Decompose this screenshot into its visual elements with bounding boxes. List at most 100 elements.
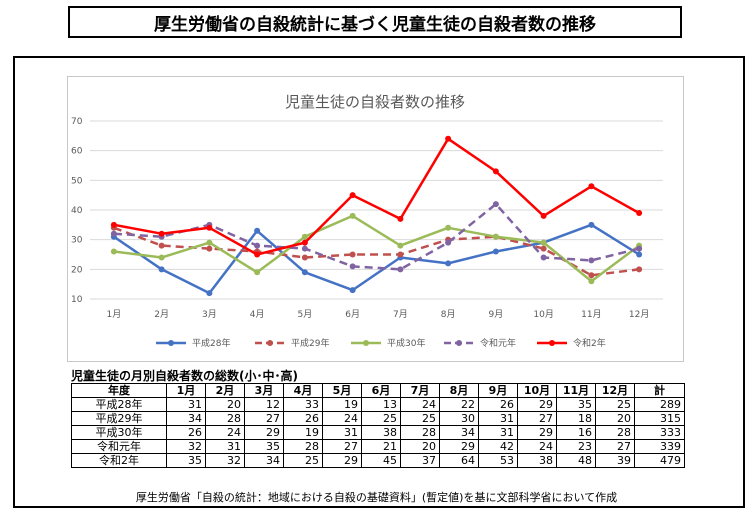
- data-point-0: [301, 269, 308, 276]
- table-cell: 21: [361, 439, 401, 454]
- table-cell: 35: [556, 397, 596, 412]
- legend-marker-0: [168, 340, 174, 346]
- table-cell: 27: [595, 439, 635, 454]
- x-tick-label: 11月: [581, 309, 601, 320]
- series-line-0: [113, 223, 640, 295]
- table-header-11: 11月: [556, 383, 596, 398]
- table-cell: 19: [283, 425, 323, 440]
- row-label: 平成30年: [71, 425, 167, 440]
- chart-area: 児童生徒の自殺者数の推移 10 20 30 40 50 60 70 1月 2月 3月 4月 5月 6月 7月…: [67, 76, 684, 362]
- table-cell: 315: [634, 411, 685, 426]
- table-cell: 26: [478, 397, 518, 412]
- table-header-10: 10月: [517, 383, 557, 398]
- table-cell: 28: [595, 425, 635, 440]
- table-cell: 16: [556, 425, 596, 440]
- table-cell: 24: [517, 439, 557, 454]
- data-point-1: [636, 266, 643, 273]
- x-tick-label: 7月: [393, 309, 408, 320]
- data-point-1: [206, 245, 213, 252]
- table-header-6: 6月: [361, 383, 401, 398]
- page-title: 厚生労働省の自殺統計に基づく児童生徒の自殺者数の推移: [68, 6, 682, 38]
- table-cell: 34: [166, 411, 206, 426]
- table-cell: 34: [439, 425, 479, 440]
- table-header-7: 7月: [400, 383, 440, 398]
- table-cell: 37: [400, 453, 440, 468]
- legend-label-1: 平成29年: [291, 337, 329, 349]
- data-point-4: [445, 135, 452, 142]
- data-point-3: [349, 263, 356, 270]
- table-row: 令和元年 32 31 35 28 27 21 20 29 42 24 23 27 339: [71, 439, 685, 454]
- table-caption: 児童生徒の月別自殺者数の総数(小･中･高): [71, 369, 298, 383]
- table-cell: 27: [244, 411, 284, 426]
- x-tick-label: 4月: [250, 309, 265, 320]
- x-tick-label: 9月: [489, 309, 504, 320]
- y-tick-label: 70: [71, 117, 83, 127]
- data-point-1: [540, 245, 547, 252]
- table-cell: 31: [478, 425, 518, 440]
- data-point-3: [636, 245, 643, 252]
- data-point-3: [110, 230, 117, 237]
- table-row: 平成30年 26 24 29 19 31 38 28 34 31 29 16 28 333: [71, 425, 685, 440]
- data-point-1: [349, 251, 356, 258]
- x-tick-label: 8月: [441, 309, 456, 320]
- table-cell: 45: [361, 453, 401, 468]
- x-tick-label: 1月: [107, 309, 122, 320]
- table-cell: 25: [283, 453, 323, 468]
- legend-label-2: 平成30年: [387, 337, 425, 349]
- data-point-3: [301, 245, 308, 252]
- legend-marker-1: [267, 340, 273, 346]
- x-tick-label: 3月: [202, 309, 217, 320]
- legend-marker-3: [456, 340, 462, 346]
- table-header-13: 計: [634, 383, 685, 398]
- x-tick-label: 10月: [533, 309, 553, 320]
- data-point-4: [158, 230, 165, 237]
- data-point-0: [588, 221, 595, 228]
- data-point-2: [492, 233, 499, 240]
- table-cell: 29: [244, 425, 284, 440]
- table-cell: 29: [322, 453, 362, 468]
- row-label: 平成28年: [71, 397, 167, 412]
- table-cell: 31: [166, 397, 206, 412]
- table-cell: 289: [634, 397, 685, 412]
- table-cell: 38: [361, 425, 401, 440]
- data-point-4: [254, 251, 261, 258]
- table-cell: 35: [244, 439, 284, 454]
- table-cell: 24: [400, 397, 440, 412]
- table-header-0: 年度: [71, 383, 167, 398]
- x-tick-label: 12月: [629, 309, 649, 320]
- table-header-1: 1月: [166, 383, 206, 398]
- table-cell: 28: [205, 411, 245, 426]
- table-cell: 53: [478, 453, 518, 468]
- data-point-1: [588, 272, 595, 279]
- data-point-0: [492, 248, 499, 255]
- legend-label-3: 令和元年: [480, 337, 516, 349]
- data-point-2: [110, 248, 117, 255]
- data-point-1: [397, 251, 404, 258]
- table-cell: 24: [205, 425, 245, 440]
- table-header-9: 9月: [478, 383, 518, 398]
- data-point-4: [588, 183, 595, 190]
- table-cell: 24: [322, 411, 362, 426]
- y-tick-label: 60: [71, 147, 83, 157]
- data-point-4: [397, 215, 404, 222]
- table-cell: 25: [595, 397, 635, 412]
- data-point-3: [445, 239, 452, 246]
- data-point-1: [158, 242, 165, 249]
- line-chart: 児童生徒の自殺者数の推移 10 20 30 40 50 60 70 1月 2月 3月 4月 5月 6月 7月…: [71, 93, 663, 349]
- x-tick-label: 2月: [154, 309, 169, 320]
- table-cell: 12: [244, 397, 284, 412]
- table-header-5: 5月: [322, 383, 362, 398]
- table-cell: 18: [556, 411, 596, 426]
- table-row: 平成29年 34 28 27 26 24 25 25 30 31 27 18 20 315: [71, 411, 685, 426]
- data-point-0: [254, 227, 261, 234]
- table-cell: 31: [322, 425, 362, 440]
- y-tick-label: 30: [71, 236, 83, 246]
- data-point-4: [492, 168, 499, 175]
- table-header-3: 3月: [244, 383, 284, 398]
- table-cell: 339: [634, 439, 685, 454]
- table-cell: 26: [283, 411, 323, 426]
- table-cell: 27: [322, 439, 362, 454]
- data-point-3: [588, 257, 595, 264]
- x-tick-label: 6月: [345, 309, 360, 320]
- table-cell: 27: [517, 411, 557, 426]
